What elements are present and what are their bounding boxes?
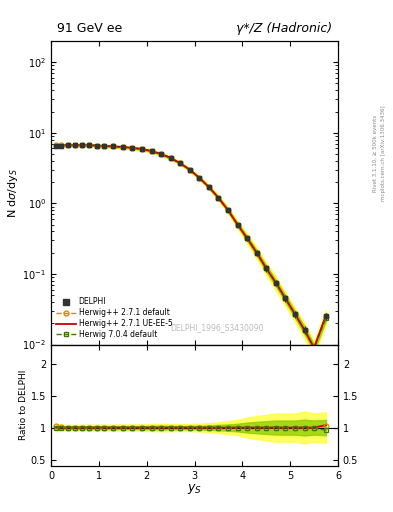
Text: γ*/Z (Hadronic): γ*/Z (Hadronic) — [236, 22, 332, 35]
X-axis label: $y_S$: $y_S$ — [187, 482, 202, 496]
Legend: DELPHI, Herwig++ 2.7.1 default, Herwig++ 2.7.1 UE-EE-5, Herwig 7.0.4 default: DELPHI, Herwig++ 2.7.1 default, Herwig++… — [55, 296, 174, 340]
Y-axis label: N d$\sigma$/dy$_S$: N d$\sigma$/dy$_S$ — [6, 167, 20, 218]
Y-axis label: Ratio to DELPHI: Ratio to DELPHI — [19, 370, 28, 440]
Text: 91 GeV ee: 91 GeV ee — [57, 22, 122, 35]
Text: Rivet 3.1.10, ≥ 500k events: Rivet 3.1.10, ≥ 500k events — [373, 115, 378, 192]
Text: DELPHI_1996_S3430090: DELPHI_1996_S3430090 — [171, 324, 264, 332]
Text: mcplots.cern.ch [arXiv:1306.3436]: mcplots.cern.ch [arXiv:1306.3436] — [381, 106, 386, 201]
